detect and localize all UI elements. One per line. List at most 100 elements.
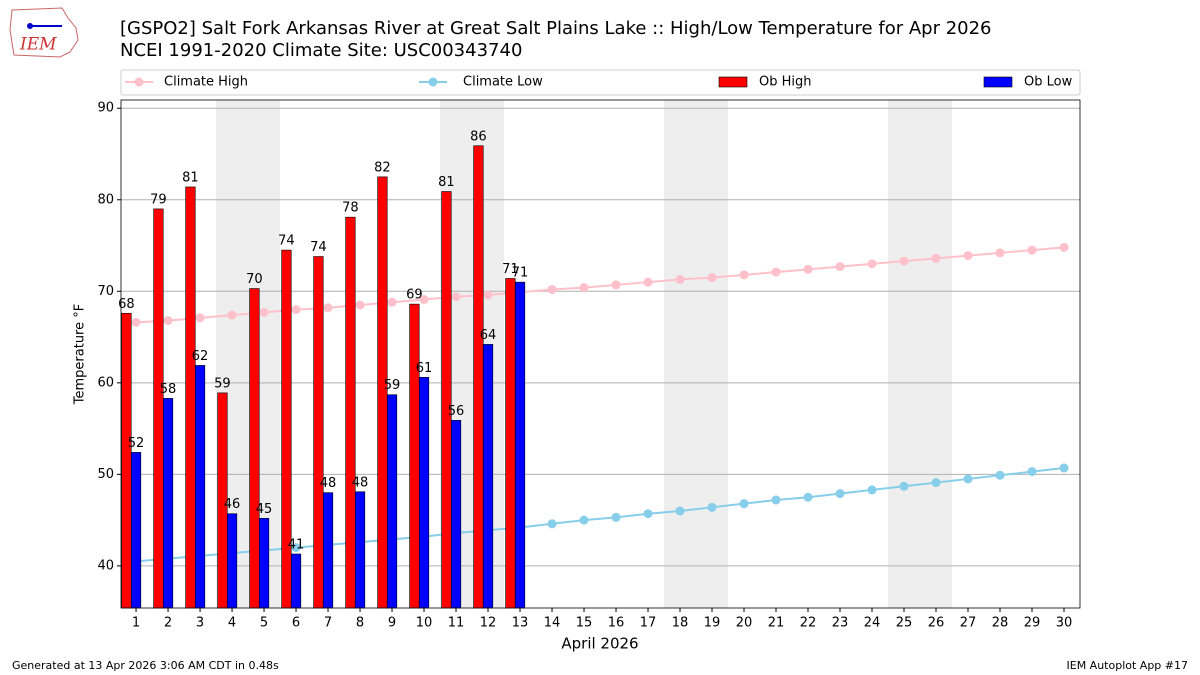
- legend-marker: [134, 77, 144, 87]
- x-tick-label: 24: [864, 616, 881, 631]
- legend-label: Climate Low: [463, 75, 543, 90]
- bar: [386, 394, 398, 609]
- line-point: [995, 248, 1005, 258]
- line-point: [195, 313, 205, 323]
- line-point: [739, 270, 749, 280]
- chart-subtitle: NCEI 1991-2020 Climate Site: USC00343740: [120, 40, 522, 61]
- line-point: [835, 489, 845, 499]
- x-tick-label: 29: [1024, 616, 1041, 631]
- bar: [290, 553, 302, 609]
- bar: [185, 186, 196, 609]
- x-tick-label: 27: [960, 616, 977, 631]
- bar: [162, 398, 174, 609]
- line-point: [579, 283, 589, 293]
- line-point: [931, 253, 941, 263]
- line-point: [291, 305, 301, 315]
- plot-frame: [120, 99, 1081, 609]
- logo-dot: [27, 23, 33, 29]
- legend-marker: [428, 77, 438, 87]
- bar: [258, 517, 270, 609]
- logo-text: IEM: [19, 35, 57, 55]
- x-tick-label: 30: [1056, 616, 1073, 631]
- x-tick-label: 2: [164, 616, 172, 631]
- line-point: [483, 290, 493, 300]
- line-point: [931, 478, 941, 488]
- x-tick-label: 21: [768, 616, 785, 631]
- line-point: [867, 485, 877, 495]
- data-label: 58: [160, 382, 177, 397]
- line-point: [611, 512, 621, 522]
- line-point: [643, 509, 653, 519]
- x-tick-label: 22: [800, 616, 817, 631]
- x-tick-label: 7: [324, 616, 332, 631]
- line-point: [387, 297, 397, 307]
- x-tick-label: 12: [480, 616, 497, 631]
- data-label: 59: [384, 378, 401, 393]
- data-label: 74: [278, 234, 295, 249]
- y-tick-label: 50: [97, 467, 114, 482]
- line-point: [643, 277, 653, 287]
- x-tick-label: 19: [704, 616, 721, 631]
- line-point: [419, 295, 429, 305]
- line-point: [1027, 467, 1037, 477]
- bar: [409, 303, 420, 609]
- line-point: [707, 273, 717, 283]
- x-tick-label: 16: [608, 616, 625, 631]
- data-label: 70: [246, 272, 263, 287]
- line-point: [963, 474, 973, 484]
- bar: [121, 312, 132, 609]
- legend-label: Ob High: [759, 75, 812, 90]
- bar: [130, 452, 142, 609]
- line-point: [771, 495, 781, 505]
- bar: [153, 208, 164, 609]
- legend-swatch: [983, 76, 1013, 88]
- line-point: [1059, 463, 1069, 473]
- line-point: [835, 262, 845, 272]
- x-tick-label: 6: [292, 616, 300, 631]
- y-tick-label: 60: [97, 375, 114, 390]
- data-label: 48: [320, 476, 337, 491]
- data-label: 59: [214, 376, 231, 391]
- line-point: [547, 284, 557, 294]
- data-label: 45: [256, 502, 273, 517]
- x-tick-label: 20: [736, 616, 753, 631]
- line-point: [131, 317, 141, 327]
- bar: [322, 492, 334, 609]
- line-point: [675, 274, 685, 284]
- data-label: 71: [502, 262, 519, 277]
- x-tick-label: 13: [512, 616, 529, 631]
- data-label: 71: [512, 266, 529, 281]
- logo-map: [9, 7, 79, 58]
- x-tick-label: 17: [640, 616, 657, 631]
- bar: [226, 513, 238, 609]
- data-label: 56: [448, 404, 465, 419]
- line-point: [1059, 242, 1069, 252]
- line-point: [803, 492, 813, 502]
- x-tick-label: 26: [928, 616, 945, 631]
- line-point: [227, 310, 237, 320]
- weekend-band: [888, 100, 953, 608]
- legend-label: Climate High: [164, 75, 248, 90]
- line-point: [163, 316, 173, 326]
- bar: [441, 191, 452, 609]
- bar: [313, 256, 324, 609]
- x-tick-label: 8: [356, 616, 364, 631]
- x-tick-label: 25: [896, 616, 913, 631]
- x-tick-label: 11: [448, 616, 465, 631]
- data-label: 69: [406, 288, 423, 303]
- x-tick-label: 3: [196, 616, 204, 631]
- data-label: 81: [182, 170, 199, 185]
- data-label: 46: [224, 497, 241, 512]
- line-point: [771, 267, 781, 277]
- bar: [194, 365, 206, 609]
- x-tick-label: 14: [544, 616, 561, 631]
- line-point: [707, 502, 717, 512]
- x-tick-label: 5: [260, 616, 268, 631]
- data-label: 64: [480, 328, 497, 343]
- bar: [514, 281, 526, 609]
- data-label: 62: [192, 349, 209, 364]
- x-tick-label: 4: [228, 616, 236, 631]
- data-label: 82: [374, 160, 391, 175]
- line-point: [259, 307, 269, 317]
- bar: [450, 420, 462, 609]
